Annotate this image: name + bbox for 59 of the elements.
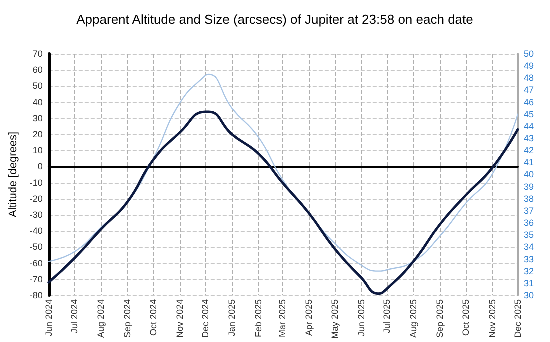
y-tick-label: -30 [30,210,43,220]
y2-tick-label: 46 [524,97,534,108]
y2-tick-label: 35 [524,230,534,240]
y-tick-label: -70 [30,274,43,284]
x-tick-label: Jan 2025 [227,299,238,337]
y-axis-title: Altitude [degrees] [8,132,20,218]
chart-title: Apparent Altitude and Size (arcsecs) of Jupiter at 23:58 on each date [76,12,474,27]
x-tick-label: Mar 2025 [278,299,288,338]
y2-tick-label: 34 [524,242,534,252]
y2-tick-label: 39 [524,182,534,192]
y2-tick-label: 32 [524,266,534,276]
y2-tick-label: 42 [524,146,534,156]
x-tick-label: Feb 2025 [254,299,264,338]
x-tick-label: May 2025 [330,299,340,340]
y2-tick-label: 37 [524,206,534,216]
y2-tick-label: 36 [524,218,534,228]
x-tick-label: Oct 2024 [148,299,158,336]
y2-tick-label: 49 [524,61,534,72]
y2-tick-label: 30 [524,290,534,300]
y-tick-label: 20 [32,129,43,140]
y2-tick-label: 40 [524,170,534,180]
y-tick-label: 10 [32,146,43,156]
y2-tick-label: 31 [524,278,534,288]
y-tick-label: -80 [30,290,43,300]
y2-tick-label: 38 [524,194,534,204]
y-tick-label: 50 [32,81,43,92]
x-tick-label: Apr 2025 [304,299,314,336]
y2-tick-label: 41 [524,158,534,168]
x-tick-label: Nov 2024 [174,299,185,338]
y-tick-label: 0 [38,162,43,172]
y-tick-label: 70 [32,49,43,59]
y-tick-label: 30 [32,113,43,124]
x-tick-label: Aug 2024 [96,299,106,338]
y2-tick-label: 44 [524,121,534,132]
x-tick-label: Jul 2024 [70,299,80,334]
y-tick-label: -50 [30,242,43,252]
y2-tick-label: 48 [524,73,534,84]
y2-tick-label: 33 [524,254,534,264]
y-tick-label: -40 [30,226,43,236]
y-tick-label: 40 [32,97,43,108]
y2-tick-label: 45 [524,109,534,120]
x-tick-label: Jun 2024 [44,299,54,337]
x-tick-label: Dec 2024 [200,299,211,338]
line-series [48,110,520,296]
x-tick-label: Jun 2025 [356,299,366,337]
y-tick-label: 60 [32,65,43,76]
y-tick-label: -10 [30,178,43,188]
x-tick-label: Dec 2025 [513,299,523,338]
x-tick-label: Sep 2025 [435,299,446,338]
y-tick-label: -60 [30,258,43,268]
y2-tick-label: 47 [524,85,534,96]
x-tick-label: Jul 2025 [382,299,392,334]
y-tick-label: -20 [30,194,43,204]
x-tick-label: Oct 2025 [460,299,471,336]
y2-tick-label: 43 [524,134,534,144]
x-tick-label: Nov 2025 [487,299,498,338]
x-tick-label: Aug 2025 [408,299,419,338]
x-tick-label: Sep 2024 [122,299,133,338]
y2-tick-label: 50 [524,49,534,59]
